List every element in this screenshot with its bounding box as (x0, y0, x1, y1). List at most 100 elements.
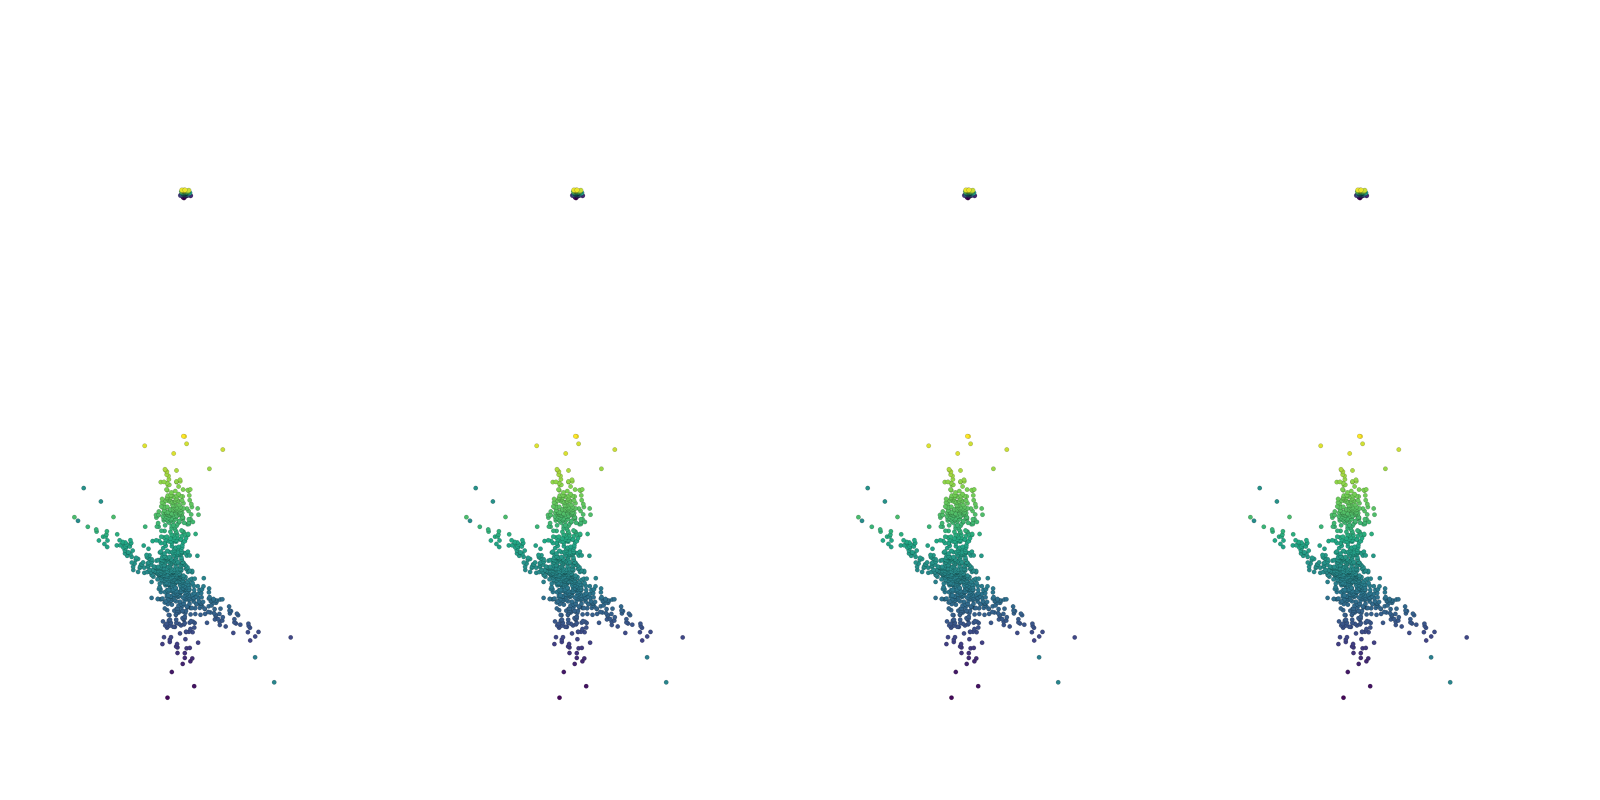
data-point (204, 620, 210, 626)
data-point (1358, 655, 1364, 661)
top-panel-3 (784, 60, 1176, 320)
data-point (561, 669, 567, 675)
data-point (166, 587, 172, 593)
data-point (156, 509, 162, 514)
data-point (166, 612, 172, 618)
data-point (1055, 679, 1061, 685)
data-point (961, 477, 967, 483)
data-point (979, 506, 985, 511)
data-point (990, 466, 996, 472)
data-point (1399, 624, 1405, 629)
data-point (93, 527, 99, 532)
data-point (1363, 487, 1369, 492)
data-point (1356, 661, 1362, 667)
data-point (1392, 611, 1398, 617)
data-point (580, 618, 586, 624)
data-point (1382, 466, 1388, 472)
data-point (271, 679, 277, 685)
data-point (933, 579, 939, 585)
data-point (149, 595, 155, 601)
data-point (1018, 611, 1024, 617)
bottom-scatter-plot (464, 433, 686, 701)
data-point (623, 616, 629, 622)
data-point (1325, 579, 1331, 585)
data-point (1338, 522, 1344, 528)
data-point (956, 488, 962, 494)
bottom-panel-1 (0, 420, 392, 750)
data-point (973, 605, 979, 611)
data-point (556, 504, 562, 510)
data-point (1364, 512, 1370, 517)
data-point (541, 595, 547, 601)
data-point (1343, 554, 1349, 560)
data-point (901, 537, 907, 543)
data-point (1010, 604, 1016, 609)
data-point (234, 611, 240, 617)
data-point (581, 655, 587, 661)
data-point (1261, 524, 1267, 530)
data-point (976, 576, 982, 582)
data-point (939, 520, 945, 526)
data-point (72, 514, 77, 520)
data-point (1375, 594, 1381, 600)
data-point (1007, 624, 1013, 629)
data-point (960, 491, 966, 497)
data-point (1351, 650, 1356, 656)
data-point (882, 499, 888, 504)
data-point (856, 514, 861, 520)
data-point (550, 549, 556, 555)
data-point (1305, 560, 1311, 566)
data-point (192, 576, 198, 582)
data-point (497, 538, 502, 543)
data-point (988, 620, 994, 626)
data-point (574, 187, 580, 193)
data-point (191, 683, 197, 689)
data-point (996, 606, 1002, 612)
data-point (972, 501, 978, 507)
data-point (1368, 611, 1374, 617)
bottom-scatter-plot (1248, 433, 1470, 701)
data-point (580, 512, 586, 517)
data-point (521, 560, 527, 566)
data-point (568, 491, 574, 497)
data-point (939, 596, 945, 602)
data-point (1394, 606, 1399, 612)
data-point (1029, 621, 1035, 627)
data-point (596, 620, 602, 626)
data-point (978, 553, 984, 559)
data-point (1004, 614, 1010, 620)
data-point (1421, 621, 1427, 627)
data-point (1248, 514, 1253, 520)
data-point (1274, 499, 1280, 504)
data-point (975, 683, 981, 689)
data-point (966, 187, 972, 193)
data-point (1342, 587, 1348, 593)
data-point (604, 606, 610, 612)
data-point (1371, 506, 1377, 511)
data-point (970, 516, 976, 522)
data-point (963, 528, 968, 533)
data-point (547, 520, 553, 526)
data-point (944, 618, 950, 624)
data-point (1029, 629, 1035, 635)
data-point (161, 479, 167, 485)
data-point (193, 531, 199, 537)
data-point (579, 497, 585, 503)
data-point (174, 468, 179, 473)
data-point (231, 616, 237, 622)
data-point (1363, 626, 1369, 632)
data-point (142, 443, 148, 449)
data-point (566, 468, 571, 473)
data-point (1358, 650, 1364, 656)
data-point (1364, 501, 1370, 507)
data-point (105, 538, 110, 543)
data-point (568, 518, 574, 524)
data-point (578, 493, 584, 498)
data-point (149, 579, 155, 585)
data-point (608, 611, 614, 617)
bottom-scatter-plot (72, 433, 294, 701)
data-point (985, 583, 990, 589)
data-point (928, 552, 933, 558)
top-scatter-plot (961, 187, 978, 201)
